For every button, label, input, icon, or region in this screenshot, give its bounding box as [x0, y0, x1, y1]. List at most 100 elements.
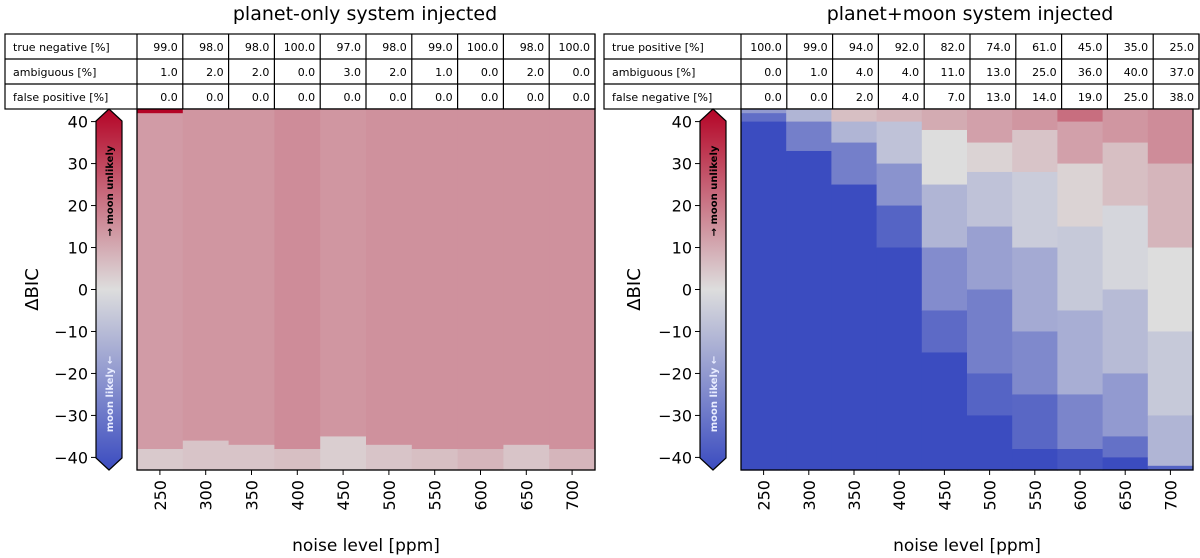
heatmap-cell [137, 109, 184, 114]
table-cell: 0.0 [764, 66, 782, 79]
heatmap-cell [1057, 394, 1104, 450]
x-tick-label: 550 [1026, 480, 1045, 511]
heatmap-cell [921, 247, 968, 312]
table-cell: 40.0 [1124, 66, 1149, 79]
colorbar-bottom-label: moon likely ← [709, 356, 720, 433]
panel-planet-only: planet-only system injected true negative… [4, 3, 596, 556]
table-frame [4, 33, 596, 110]
table-cell: 4.0 [856, 66, 874, 79]
heatmap-cell [967, 142, 1013, 173]
table-row-label: false positive [%] [13, 91, 108, 104]
y-tick-label: 30 [68, 155, 88, 174]
heatmap-cell [1102, 109, 1149, 144]
table-cell: 0.0 [527, 91, 545, 104]
heatmap-cell [137, 113, 184, 450]
y-tick-label: 20 [68, 197, 88, 216]
x-tick-label: 350 [845, 480, 864, 511]
heatmap-cell [1012, 394, 1058, 450]
y-tick-label: −40 [54, 448, 88, 467]
heatmap-cell [1012, 171, 1058, 249]
table-cell: 45.0 [1078, 41, 1103, 54]
table-cell: 82.0 [941, 41, 966, 54]
table-cell: 98.0 [245, 41, 270, 54]
table-cell: 92.0 [895, 41, 920, 54]
y-tick-label: 40 [68, 113, 88, 132]
colorbar-top-label: → moon unlikely [105, 145, 116, 236]
table-cell: 25.0 [1032, 66, 1057, 79]
heatmap-cell [1057, 449, 1104, 471]
heatmap-cell [182, 109, 230, 442]
table-cell: 13.0 [986, 66, 1011, 79]
table-cell: 2.0 [389, 66, 407, 79]
heatmap-cell [182, 440, 230, 471]
heatmap-cell [1102, 457, 1149, 471]
heatmap-frame [740, 108, 1194, 471]
x-tick-label: 700 [1161, 480, 1180, 511]
heatmap-cell [366, 109, 413, 446]
heatmap-cell [1057, 310, 1104, 396]
heatmap-cell [1057, 121, 1104, 165]
table-row-label: false negative [%] [612, 91, 712, 104]
x-tick-label: 650 [1116, 480, 1135, 511]
heatmap-cell [967, 289, 1013, 375]
table-cell: 0.0 [573, 91, 591, 104]
x-axis-label: noise level [ppm] [893, 536, 1041, 556]
heatmap-cell [741, 121, 787, 471]
x-tick-label: 500 [380, 480, 399, 511]
heatmap-cell [274, 109, 321, 450]
heatmap-cell [921, 109, 968, 131]
heatmap-cell [320, 109, 367, 438]
table-cell: 2.0 [527, 66, 545, 79]
table-cell: 35.0 [1124, 41, 1149, 54]
table-cell: 13.0 [986, 91, 1011, 104]
y-tick-label: −40 [658, 448, 692, 467]
table-cell: 0.0 [298, 66, 316, 79]
heatmap-cell [137, 449, 184, 471]
heatmap-cell [831, 109, 878, 123]
heatmap-cell [921, 129, 968, 186]
heatmap-cell [457, 449, 504, 471]
table-cell: 74.0 [986, 41, 1011, 54]
heatmap-cell [967, 171, 1013, 228]
heatmap-cell [1147, 247, 1194, 333]
heatmap-cell [503, 109, 550, 446]
heatmap-cell [549, 449, 596, 471]
heatmap-cell [967, 373, 1013, 417]
heatmap-cell [921, 310, 968, 354]
table-cell: 4.0 [902, 91, 920, 104]
table-cell: 98.0 [382, 41, 407, 54]
x-tick-label: 700 [563, 480, 582, 511]
x-tick-label: 600 [472, 480, 491, 511]
table-cell: 100.0 [559, 41, 591, 54]
heatmap-cell [831, 184, 878, 471]
x-tick-label: 500 [981, 480, 1000, 511]
heatmap-cell [366, 444, 413, 471]
table-cell: 0.0 [481, 91, 499, 104]
chart-title: planet-only system injected [233, 3, 497, 25]
heatmap-cell [786, 150, 832, 471]
heatmap-frame [136, 108, 596, 471]
y-tick-label: −10 [658, 322, 692, 341]
x-tick-label: 300 [800, 480, 819, 511]
colorbar-top-label: → moon unlikely [709, 145, 720, 236]
table-cell: 11.0 [941, 66, 966, 79]
table-cell: 1.0 [160, 66, 178, 79]
heatmap-cell [1102, 436, 1149, 459]
table-cell: 2.0 [252, 66, 270, 79]
table-cell: 99.0 [153, 41, 178, 54]
x-tick-label: 250 [151, 480, 170, 511]
heatmap-cell [831, 121, 878, 144]
heatmap-cell [1102, 289, 1149, 375]
y-tick-label: 20 [672, 197, 692, 216]
table-cell: 38.0 [1170, 91, 1195, 104]
heatmap-cell [228, 109, 275, 446]
heatmap-cell [967, 109, 1013, 144]
table-cell: 99.0 [803, 41, 828, 54]
table-cell: 0.0 [160, 91, 178, 104]
table-cell: 100.0 [750, 41, 782, 54]
table-row-label: ambiguous [%] [13, 66, 96, 79]
heatmap-cell [876, 205, 923, 249]
heatmap-cell [228, 444, 275, 471]
table-row-label: true positive [%] [612, 41, 704, 54]
heatmap-cell [741, 109, 787, 114]
